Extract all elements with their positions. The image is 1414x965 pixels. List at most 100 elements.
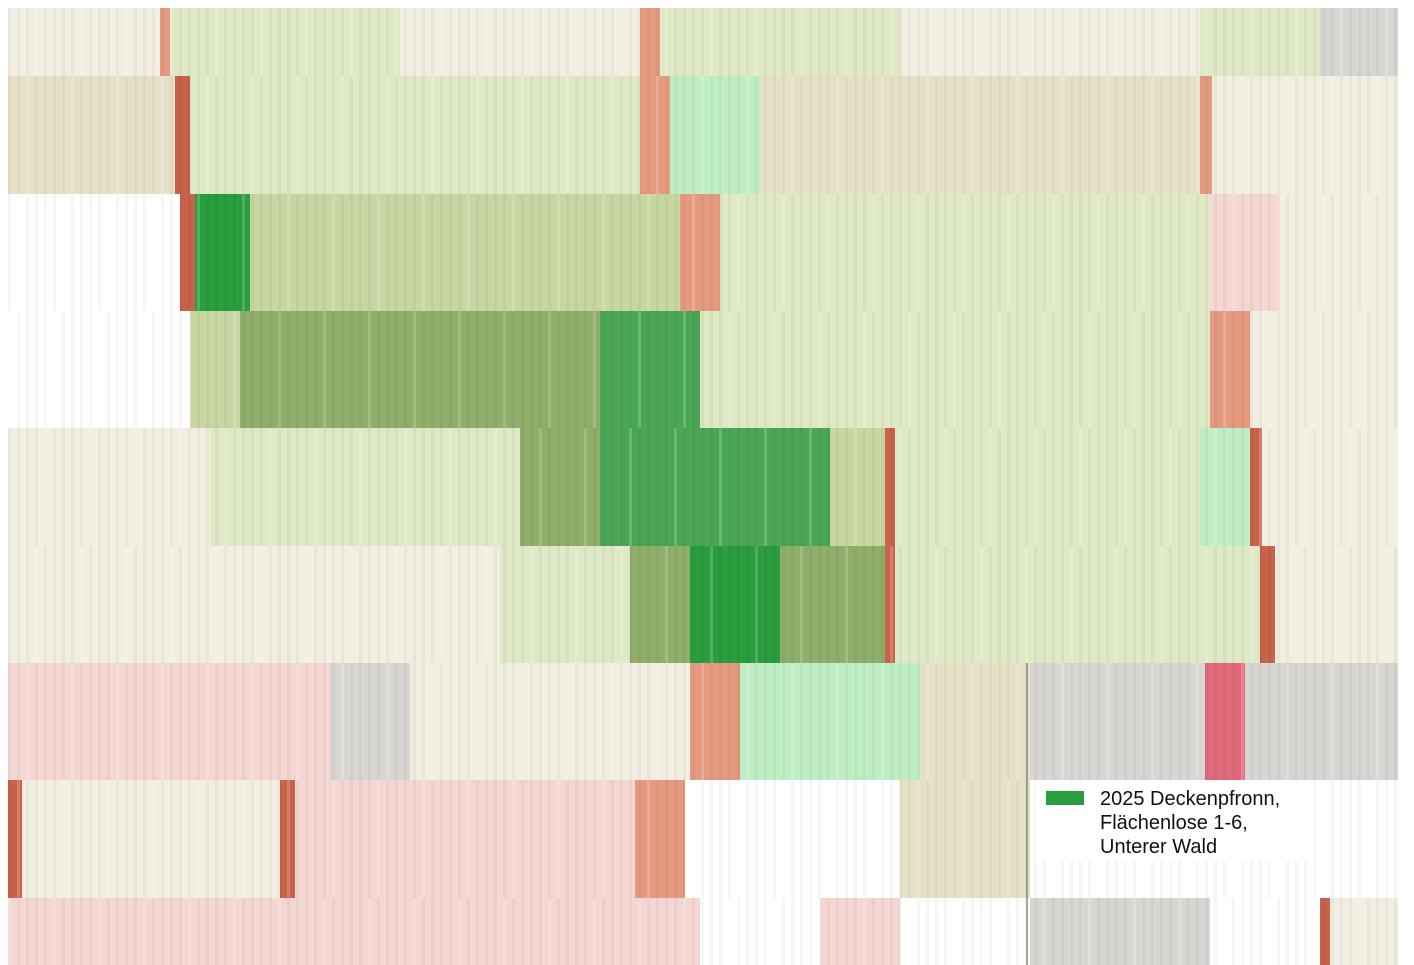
raster-streak [809, 663, 812, 780]
raster-streak [305, 76, 308, 194]
raster-band [500, 546, 630, 663]
raster-streak [989, 780, 992, 898]
raster-band [1250, 428, 1262, 546]
raster-streak [737, 76, 740, 194]
raster-streak [1097, 546, 1100, 663]
raster-streak [1232, 546, 1235, 663]
raster-streak [863, 194, 866, 311]
raster-streak [494, 546, 497, 663]
raster-streak [512, 8, 515, 76]
raster-streak [125, 311, 128, 428]
raster-streak [449, 546, 452, 663]
raster-streak [161, 663, 164, 780]
raster-streak [278, 428, 281, 546]
raster-streak [89, 780, 92, 898]
raster-streak [800, 898, 803, 965]
raster-band [640, 8, 660, 76]
raster-streak [1025, 8, 1028, 76]
raster-streak [179, 428, 182, 546]
raster-streak [332, 194, 335, 311]
raster-streak [656, 546, 659, 663]
raster-streak [440, 8, 443, 76]
raster-streak [1016, 76, 1019, 194]
raster-streak [557, 194, 560, 311]
raster-streak [1043, 76, 1046, 194]
raster-streak [980, 663, 983, 780]
raster-streak [710, 311, 713, 428]
raster-streak [485, 76, 488, 194]
raster-streak [116, 76, 119, 194]
raster-band [900, 898, 1030, 965]
raster-streak [1241, 663, 1244, 780]
raster-streak [620, 428, 623, 546]
raster-streak [1178, 898, 1181, 965]
raster-streak [386, 8, 389, 76]
raster-streak [1169, 898, 1172, 965]
raster-streak [431, 428, 434, 546]
raster-streak [62, 546, 65, 663]
raster-streak [890, 546, 893, 663]
raster-streak [1331, 546, 1334, 663]
raster-streak [467, 898, 470, 965]
raster-streak [53, 898, 56, 965]
raster-streak [440, 428, 443, 546]
raster-streak [341, 428, 344, 546]
raster-streak [809, 780, 812, 898]
raster-streak [1151, 311, 1154, 428]
raster-streak [476, 194, 479, 311]
raster-streak [359, 780, 362, 898]
raster-streak [746, 8, 749, 76]
raster-streak [602, 663, 605, 780]
raster-band [820, 898, 900, 965]
raster-streak [26, 780, 29, 898]
raster-streak [530, 780, 533, 898]
raster-streak [980, 428, 983, 546]
raster-streak [1268, 8, 1271, 76]
raster-streak [971, 194, 974, 311]
raster-streak [791, 546, 794, 663]
raster-streak [1322, 8, 1325, 76]
raster-streak [134, 898, 137, 965]
raster-streak [764, 8, 767, 76]
raster-streak [350, 663, 353, 780]
raster-streak [431, 663, 434, 780]
raster-streak [1034, 311, 1037, 428]
raster-streak [1133, 76, 1136, 194]
raster-streak [845, 663, 848, 780]
raster-streak [953, 311, 956, 428]
raster-streak [224, 546, 227, 663]
raster-streak [1151, 428, 1154, 546]
raster-streak [1187, 546, 1190, 663]
raster-streak [521, 898, 524, 965]
raster-streak [674, 428, 677, 546]
raster-streak [368, 428, 371, 546]
raster-streak [458, 780, 461, 898]
raster-streak [1088, 194, 1091, 311]
raster-band [175, 76, 190, 194]
raster-streak [80, 428, 83, 546]
raster-streak [773, 76, 776, 194]
raster-streak [512, 546, 515, 663]
raster-streak [944, 194, 947, 311]
raster-streak [665, 546, 668, 663]
raster-streak [809, 898, 812, 965]
raster-streak [1322, 76, 1325, 194]
raster-streak [584, 663, 587, 780]
raster-streak [170, 194, 173, 311]
raster-streak [1151, 663, 1154, 780]
raster-streak [692, 311, 695, 428]
raster-streak [305, 311, 308, 428]
raster-streak [854, 898, 857, 965]
raster-streak [278, 546, 281, 663]
raster-streak [1295, 311, 1298, 428]
raster-band [1200, 8, 1320, 76]
raster-streak [656, 780, 659, 898]
raster-streak [1286, 663, 1289, 780]
raster-streak [1232, 311, 1235, 428]
raster-streak [521, 780, 524, 898]
raster-streak [35, 194, 38, 311]
raster-streak [872, 8, 875, 76]
raster-streak [1169, 546, 1172, 663]
raster-streak [818, 898, 821, 965]
raster-streak [1088, 311, 1091, 428]
